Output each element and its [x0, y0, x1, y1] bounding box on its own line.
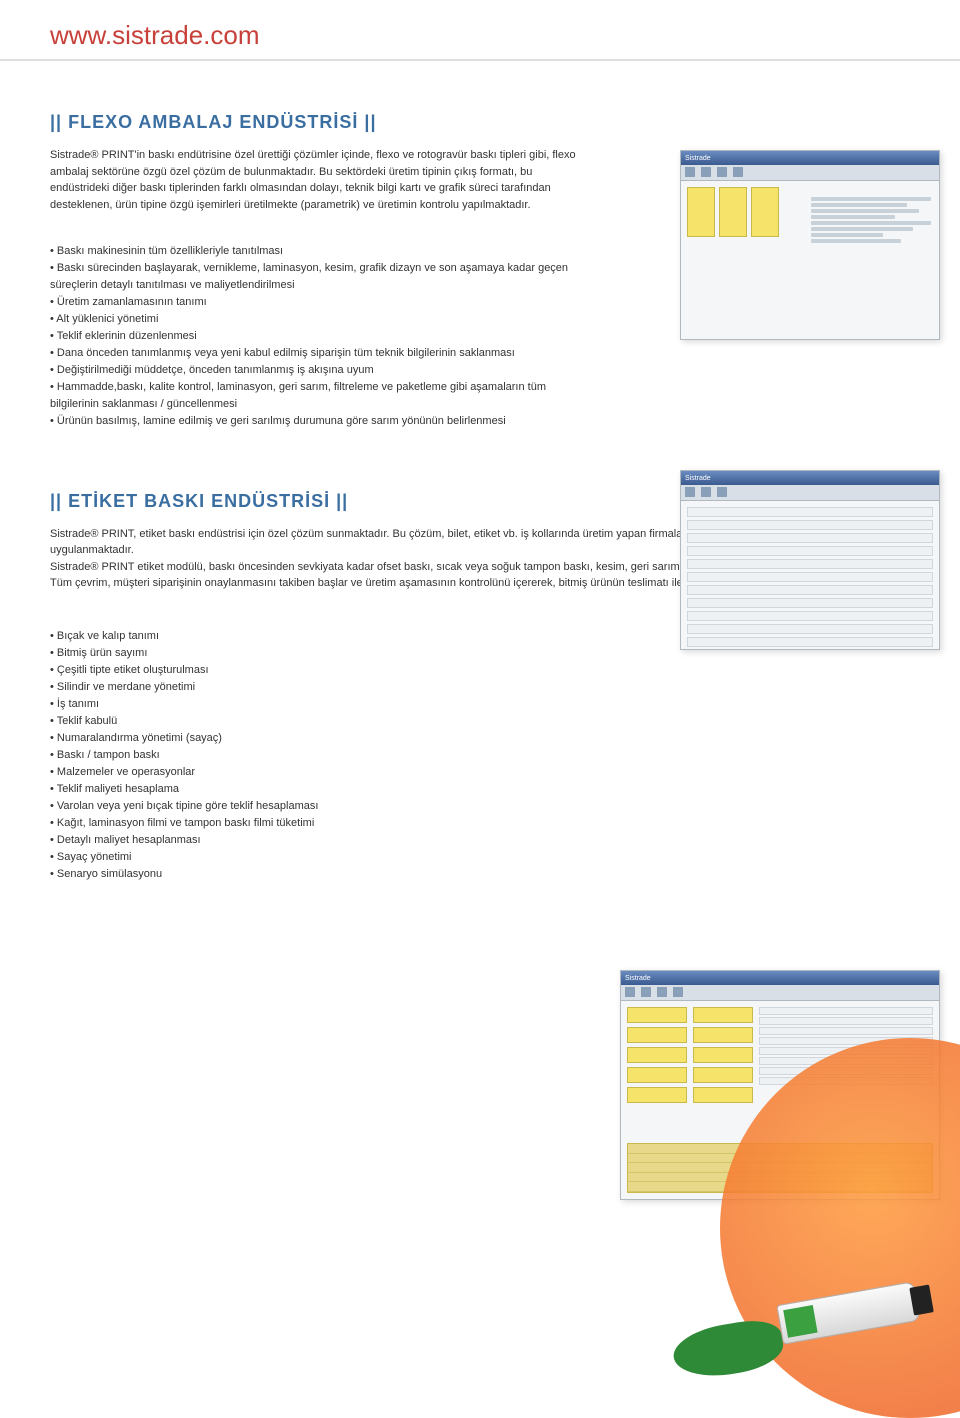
bullet-item: • Teklif kabulü	[50, 713, 590, 730]
bullet-item: • Baskı / tampon baskı	[50, 747, 590, 764]
section2-bullets: • Bıçak ve kalıp tanımı• Bitmiş ürün say…	[50, 628, 590, 884]
bullet-item: • Kağıt, laminasyon filmi ve tampon bask…	[50, 815, 590, 832]
page-url: www.sistrade.com	[50, 20, 910, 51]
bullet-item: • Numaralandırma yönetimi (sayaç)	[50, 730, 590, 747]
mock-title-1: Sistrade	[685, 155, 711, 162]
bullet-item: • Baskı makinesinin tüm özellikleriyle t…	[50, 243, 590, 260]
bullet-item: • Bitmiş ürün sayımı	[50, 645, 590, 662]
section1-title: || FLEXO AMBALAJ ENDÜSTRİSİ ||	[50, 112, 910, 133]
bullet-item: • Bıçak ve kalıp tanımı	[50, 628, 590, 645]
bullet-item: • Çeşitli tipte etiket oluşturulması	[50, 662, 590, 679]
bullet-item: • Değiştirilmediği müddetçe, önceden tan…	[50, 362, 590, 379]
bullet-item: • Baskı sürecinden başlayarak, verniklem…	[50, 260, 590, 294]
header-divider	[50, 59, 910, 62]
bullet-item: • Üretim zamanlamasının tanımı	[50, 294, 590, 311]
bullet-item: • Hammadde,baskı, kalite kontrol, lamina…	[50, 379, 590, 413]
screenshot-2: Sistrade	[680, 470, 940, 650]
bullet-item: • Varolan veya yeni bıçak tipine göre te…	[50, 798, 590, 815]
bullet-item: • Dana önceden tanımlanmış veya yeni kab…	[50, 345, 590, 362]
bullet-item: • Teklif eklerinin düzenlenmesi	[50, 328, 590, 345]
section1-intro: Sistrade® PRINT'in baskı endütrisine öze…	[50, 147, 590, 213]
screenshot-1: Sistrade	[680, 150, 940, 340]
bullet-item: • Teklif maliyeti hesaplama	[50, 781, 590, 798]
mock-title-3: Sistrade	[625, 975, 651, 982]
bullet-item: • İş tanımı	[50, 696, 590, 713]
section1-bullets: • Baskı makinesinin tüm özellikleriyle t…	[50, 243, 590, 431]
bullet-item: • Sayaç yönetimi	[50, 849, 590, 866]
bullet-item: • Malzemeler ve operasyonlar	[50, 764, 590, 781]
bullet-item: • Detaylı maliyet hesaplanması	[50, 832, 590, 849]
bullet-item: • Ürünün basılmış, lamine edilmiş ve ger…	[50, 413, 590, 430]
bullet-item: • Alt yüklenici yönetimi	[50, 311, 590, 328]
bullet-item: • Senaryo simülasyonu	[50, 866, 590, 883]
mock-title-2: Sistrade	[685, 475, 711, 482]
bullet-item: • Silindir ve merdane yönetimi	[50, 679, 590, 696]
